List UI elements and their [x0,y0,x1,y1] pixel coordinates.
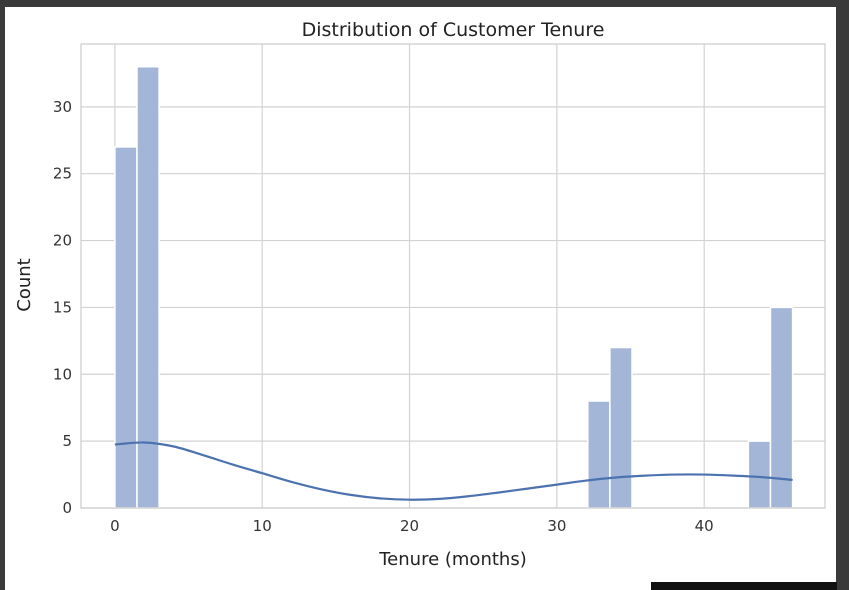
histogram-bar [587,400,611,509]
y-axis-label: Count [14,258,35,311]
x-tick-label: 20 [400,517,419,535]
screen-edge-bar [651,582,837,590]
histogram-bar [114,146,138,509]
histogram-bar [609,346,633,509]
y-tick-label: 15 [53,298,72,316]
histogram-chart: 0 10 20 30 40 0 5 10 15 20 25 30 Distribution of Cu… [14,19,826,570]
kde-curve [114,441,793,501]
x-tick-label: 30 [547,517,566,535]
y-tick-label: 5 [62,432,72,450]
y-tick-label: 20 [53,232,72,250]
x-tick-label: 0 [110,517,120,535]
y-tick-label: 10 [53,365,72,383]
x-tick-label: 10 [253,517,272,535]
y-tick-label: 0 [62,499,72,517]
y-tick-label: 25 [53,165,72,183]
chart-title: Distribution of Customer Tenure [302,19,605,41]
y-tick-label: 30 [53,98,72,116]
x-tick-label: 40 [695,517,714,535]
plot-frame [80,43,826,509]
chart-figure: 0 10 20 30 40 0 5 10 15 20 25 30 Distribution of Cu… [5,7,836,590]
x-axis-label: Tenure (months) [378,549,526,570]
histogram-bar [747,440,772,509]
